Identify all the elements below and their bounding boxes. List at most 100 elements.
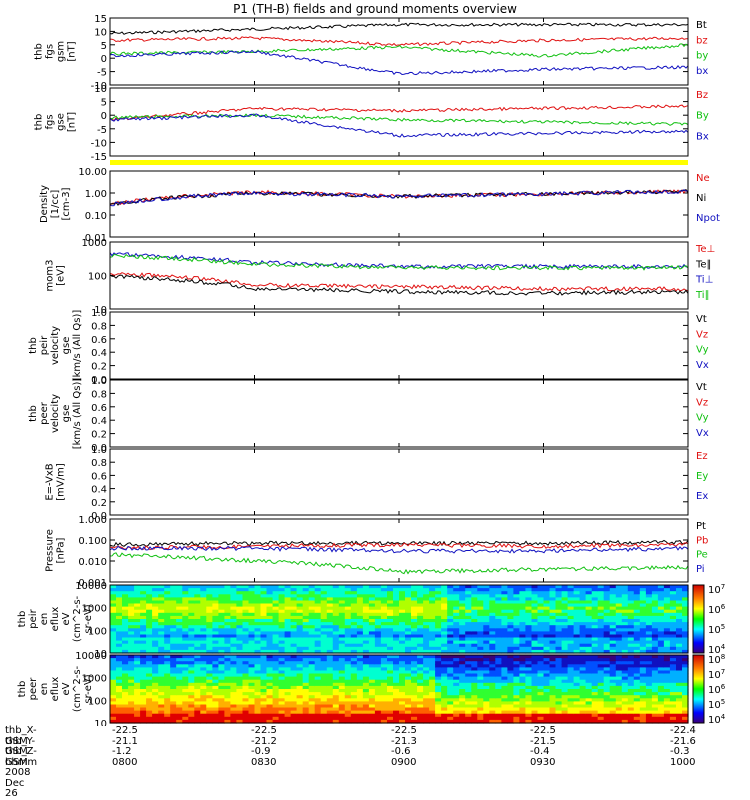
heatmap-cell bbox=[525, 622, 532, 626]
heatmap-cell bbox=[128, 685, 135, 690]
heatmap-cell bbox=[549, 585, 557, 589]
heatmap-cell bbox=[158, 615, 165, 620]
heatmap-cell bbox=[380, 606, 388, 611]
heatmap-cell bbox=[567, 612, 575, 617]
heatmap-cell bbox=[639, 685, 647, 690]
heatmap-cell bbox=[633, 594, 641, 598]
heatmap-cell bbox=[537, 622, 545, 626]
heatmap-cell bbox=[429, 594, 436, 598]
heatmap-cell bbox=[507, 658, 514, 662]
heatmap-cell bbox=[332, 689, 340, 693]
heatmap-cell bbox=[435, 658, 442, 662]
heatmap-cell bbox=[459, 673, 466, 678]
heatmap-cell bbox=[573, 637, 581, 642]
heatmap-cell bbox=[380, 615, 388, 620]
heatmap-cell bbox=[429, 612, 436, 617]
heatmap-cell bbox=[573, 670, 581, 675]
heatmap-cell bbox=[555, 591, 563, 595]
heatmap-cell bbox=[615, 628, 623, 632]
heatmap-cell bbox=[519, 640, 526, 645]
heatmap-cell bbox=[338, 643, 346, 648]
heatmap-cell bbox=[405, 606, 412, 611]
heatmap-cell bbox=[663, 640, 671, 645]
heatmap-cell bbox=[525, 649, 532, 654]
y-tick-label: -10 bbox=[91, 138, 107, 149]
heatmap-cell bbox=[176, 649, 183, 654]
heatmap-cell bbox=[405, 682, 412, 687]
heatmap-cell bbox=[417, 661, 424, 665]
heatmap-cell bbox=[573, 679, 581, 684]
heatmap-cell bbox=[134, 679, 141, 684]
heatmap-cell bbox=[507, 682, 514, 687]
heatmap-cell bbox=[146, 649, 153, 654]
heatmap-cell bbox=[549, 719, 557, 724]
heatmap-cell bbox=[368, 637, 376, 642]
heatmap-cell bbox=[471, 685, 478, 690]
heatmap-cell bbox=[146, 710, 153, 715]
heatmap-cell bbox=[320, 682, 328, 687]
heatmap-cell bbox=[676, 701, 683, 706]
heatmap-cell bbox=[284, 606, 292, 611]
heatmap-cell bbox=[405, 695, 412, 699]
heatmap-cell bbox=[429, 685, 436, 690]
heatmap-cell bbox=[573, 631, 581, 636]
legend-entry: Vz bbox=[696, 397, 708, 408]
heatmap-cell bbox=[332, 692, 340, 696]
heatmap-cell bbox=[140, 606, 147, 611]
heatmap-cell bbox=[579, 713, 587, 718]
heatmap-cell bbox=[531, 597, 539, 602]
heatmap-cell bbox=[483, 695, 490, 699]
heatmap-cell bbox=[429, 695, 436, 699]
heatmap-cell bbox=[543, 585, 551, 589]
heatmap-cell bbox=[284, 619, 292, 623]
heatmap-cell bbox=[639, 625, 647, 629]
heatmap-cell bbox=[399, 631, 406, 636]
y-axis-label: peer bbox=[28, 677, 39, 701]
legend-entry: Bt bbox=[696, 20, 707, 31]
heatmap-cell bbox=[447, 685, 454, 690]
heatmap-cell bbox=[621, 667, 629, 672]
heatmap-cell bbox=[110, 619, 117, 623]
heatmap-cell bbox=[393, 682, 400, 687]
heatmap-cell bbox=[483, 588, 490, 592]
heatmap-cell bbox=[682, 707, 689, 712]
y-axis-label: sr-eV) bbox=[83, 604, 94, 633]
heatmap-cell bbox=[519, 649, 526, 654]
heatmap-cell bbox=[676, 600, 683, 605]
heatmap-cell bbox=[483, 713, 490, 718]
heatmap-cell bbox=[296, 676, 304, 681]
heatmap-cell bbox=[495, 710, 502, 715]
y-axis-label: gse bbox=[61, 405, 72, 423]
heatmap-cell bbox=[368, 615, 376, 620]
heatmap-cell bbox=[302, 619, 310, 623]
heatmap-cell bbox=[368, 698, 376, 702]
heatmap-cell bbox=[429, 701, 436, 706]
heatmap-cell bbox=[489, 667, 496, 672]
heatmap-cell bbox=[320, 612, 328, 617]
heatmap-cell bbox=[441, 606, 448, 611]
heatmap-cell bbox=[290, 603, 298, 608]
heatmap-cell bbox=[320, 643, 328, 648]
heatmap-cell bbox=[495, 594, 502, 598]
heatmap-cell bbox=[140, 716, 147, 721]
heatmap-cell bbox=[314, 676, 322, 681]
heatmap-cell bbox=[471, 619, 478, 623]
heatmap-cell bbox=[525, 655, 532, 659]
heatmap-cell bbox=[597, 719, 605, 724]
heatmap-cell bbox=[429, 615, 436, 620]
heatmap-cell bbox=[579, 588, 587, 592]
heatmap-cell bbox=[579, 685, 587, 690]
heatmap-cell bbox=[682, 634, 689, 639]
heatmap-cell bbox=[519, 597, 526, 602]
heatmap-cell bbox=[651, 655, 659, 659]
heatmap-cell bbox=[537, 603, 545, 608]
heatmap-cell bbox=[122, 649, 129, 654]
heatmap-cell bbox=[110, 597, 117, 602]
heatmap-cell bbox=[290, 667, 298, 672]
heatmap-cell bbox=[344, 585, 352, 589]
heatmap-cell bbox=[230, 692, 237, 696]
heatmap-cell bbox=[374, 667, 382, 672]
heatmap-cell bbox=[194, 646, 201, 651]
heatmap-cell bbox=[254, 615, 262, 620]
heatmap-cell bbox=[164, 619, 171, 623]
